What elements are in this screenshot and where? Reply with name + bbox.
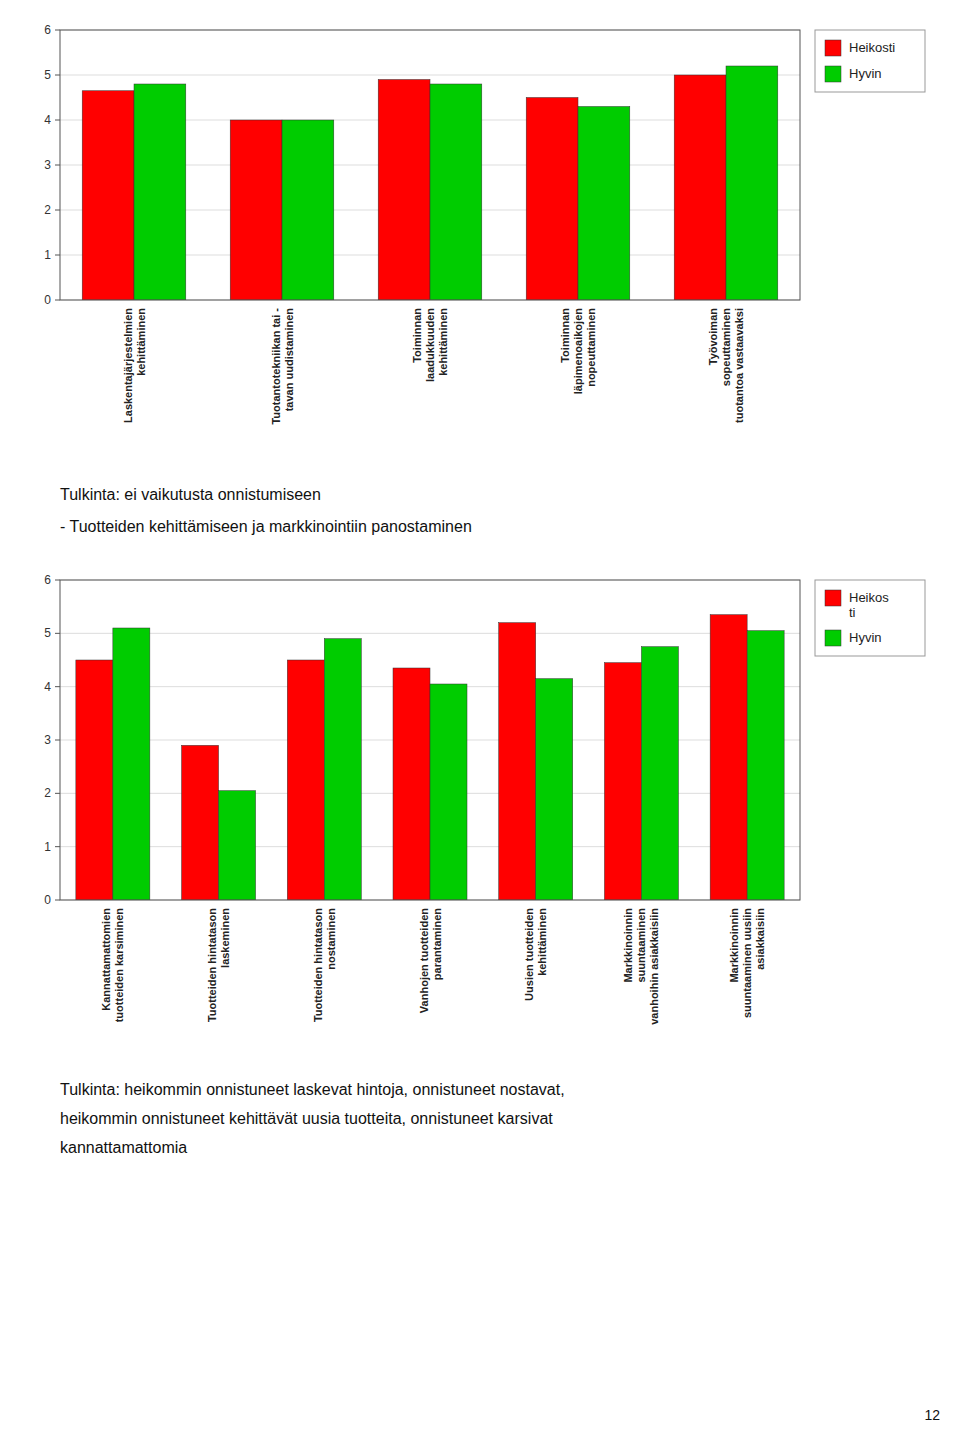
- tick-label: 0: [44, 893, 51, 907]
- tick-mark: [55, 740, 60, 741]
- tick-mark: [55, 793, 60, 794]
- annotation: Tulkinta: heikommin onnistuneet laskevat…: [60, 1081, 565, 1156]
- tick-mark: [55, 255, 60, 256]
- tick-mark: [55, 120, 60, 121]
- category-label: Laskentajärjestelmienkehittäminen: [122, 308, 147, 423]
- legend: Heikosti Hyvin: [815, 30, 925, 92]
- category-label: Markkinoinninsuuntaaminenvanhoihin asiak…: [622, 908, 660, 1025]
- plot-area: [60, 30, 800, 300]
- bar: [536, 679, 573, 900]
- tick-label: 3: [44, 158, 51, 172]
- tick-label: 3: [44, 733, 51, 747]
- tick-label: 5: [44, 626, 51, 640]
- legend: Heikosti Hyvin: [815, 580, 925, 656]
- x-axis: Laskentajärjestelmienkehittäminen Tuotant…: [122, 308, 746, 425]
- tick-mark: [55, 210, 60, 211]
- category-label: Kannattamattomientuotteiden karsiminen: [100, 908, 125, 1023]
- grid-line: [60, 633, 800, 634]
- plot-frame: [60, 30, 800, 300]
- legend-swatch: [825, 630, 841, 646]
- bar: [282, 120, 334, 300]
- category-label: Uusien tuotteidenkehittäminen: [523, 908, 548, 1001]
- tick-mark: [55, 580, 60, 581]
- bar: [747, 631, 784, 900]
- background: [0, 0, 960, 1436]
- bar: [726, 66, 778, 300]
- tick-label: 5: [44, 68, 51, 82]
- category-label: Tuotteiden hintatasonlaskeminen: [206, 908, 231, 1022]
- bar: [230, 120, 282, 300]
- bars: [76, 615, 784, 900]
- bar: [604, 663, 641, 900]
- bar: [641, 647, 678, 900]
- tick-mark: [55, 633, 60, 634]
- bar: [499, 623, 536, 900]
- bar: [76, 660, 113, 900]
- tick-label: 4: [44, 680, 51, 694]
- tick-label: 1: [44, 840, 51, 854]
- legend-box: [815, 580, 925, 656]
- bar: [324, 639, 361, 900]
- bar: [219, 791, 256, 900]
- annotation: Tulkinta: ei vaikutusta onnistumiseen: [60, 486, 321, 503]
- bar: [113, 628, 150, 900]
- annotation: 12: [924, 1407, 940, 1423]
- tick-label: 6: [44, 573, 51, 587]
- category-label: Toiminnanläpimenoaikojennopeuttaminen: [559, 308, 597, 394]
- page: 0123456Laskentajärjestelmienkehittäminen…: [0, 0, 960, 1436]
- tick-label: 6: [44, 23, 51, 37]
- bar: [134, 84, 186, 300]
- bar: [393, 668, 430, 900]
- x-axis: Kannattamattomientuotteiden karsiminen Tu…: [100, 908, 766, 1025]
- legend-swatch: [825, 66, 841, 82]
- tick-label: 4: [44, 113, 51, 127]
- category-label: Markkinoinninsuuntaaminen uusiinasiakkai…: [728, 908, 766, 1018]
- tick-mark: [55, 686, 60, 687]
- bars: [82, 66, 778, 300]
- category-label: Työvoimansopeuttaminentuotantoa vastaava…: [707, 308, 745, 423]
- bar: [430, 84, 482, 300]
- legend-label: Hyvin: [849, 630, 882, 645]
- legend-label: Heikosti: [849, 40, 895, 55]
- bar: [526, 98, 578, 301]
- category-label: Tuotteiden hintatasonnostaminen: [312, 908, 337, 1022]
- bar: [287, 660, 324, 900]
- tick-mark: [55, 30, 60, 31]
- bar: [182, 745, 219, 900]
- tick-label: 1: [44, 248, 51, 262]
- bar: [578, 107, 630, 301]
- tick-mark: [55, 300, 60, 301]
- legend-label: Heikosti: [849, 590, 889, 620]
- legend-label: Hyvin: [849, 66, 882, 81]
- tick-mark: [55, 846, 60, 847]
- bar: [710, 615, 747, 900]
- legend-box: [815, 30, 925, 92]
- category-label: Tuotantotekniikan tai -tavan uudistamine…: [270, 308, 295, 425]
- bar: [378, 80, 430, 301]
- chart: 0 1 2 3 4 5 6 Laskentajärjestelmienkehittäminen…: [44, 23, 925, 535]
- plot-frame: [60, 580, 800, 900]
- category-label: Vanhojen tuotteidenparantaminen: [418, 908, 443, 1013]
- bar: [674, 75, 726, 300]
- tick-mark: [55, 165, 60, 166]
- legend-swatch: [825, 40, 841, 56]
- category-label: Toiminnanlaadukkuudenkehittäminen: [411, 308, 449, 382]
- tick-mark: [55, 900, 60, 901]
- tick-label: 0: [44, 293, 51, 307]
- chart: 0123456Kannattamattomientuotteiden karsi…: [44, 573, 940, 1423]
- tick-label: 2: [44, 203, 51, 217]
- bar: [82, 91, 134, 300]
- bar: [430, 684, 467, 900]
- annotation: - Tuotteiden kehittämiseen ja markkinoin…: [60, 518, 472, 535]
- tick-label: 2: [44, 786, 51, 800]
- y-axis: 0 1 2 3 4 5 6: [44, 23, 800, 307]
- y-axis: 0 1 2 3 4 5 6: [44, 573, 800, 907]
- plot-area: [60, 580, 800, 900]
- legend-swatch: [825, 590, 841, 606]
- tick-mark: [55, 75, 60, 76]
